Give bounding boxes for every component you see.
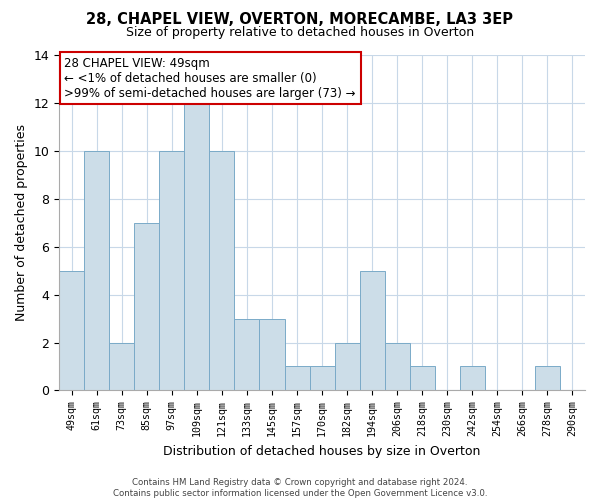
Bar	[284, 366, 310, 390]
Bar	[385, 342, 410, 390]
Text: 28, CHAPEL VIEW, OVERTON, MORECAMBE, LA3 3EP: 28, CHAPEL VIEW, OVERTON, MORECAMBE, LA3…	[86, 12, 514, 28]
X-axis label: Distribution of detached houses by size in Overton: Distribution of detached houses by size …	[163, 444, 481, 458]
Bar	[535, 366, 560, 390]
Bar	[259, 318, 284, 390]
Bar	[359, 270, 385, 390]
Bar	[184, 103, 209, 391]
Bar	[410, 366, 435, 390]
Bar	[235, 318, 259, 390]
Bar	[84, 151, 109, 390]
Bar	[160, 151, 184, 390]
Bar	[209, 151, 235, 390]
Text: Size of property relative to detached houses in Overton: Size of property relative to detached ho…	[126, 26, 474, 39]
Bar	[134, 222, 160, 390]
Bar	[310, 366, 335, 390]
Text: 28 CHAPEL VIEW: 49sqm
← <1% of detached houses are smaller (0)
>99% of semi-deta: 28 CHAPEL VIEW: 49sqm ← <1% of detached …	[64, 56, 356, 100]
Y-axis label: Number of detached properties: Number of detached properties	[15, 124, 28, 321]
Text: Contains HM Land Registry data © Crown copyright and database right 2024.
Contai: Contains HM Land Registry data © Crown c…	[113, 478, 487, 498]
Bar	[335, 342, 359, 390]
Bar	[460, 366, 485, 390]
Bar	[59, 270, 84, 390]
Bar	[109, 342, 134, 390]
